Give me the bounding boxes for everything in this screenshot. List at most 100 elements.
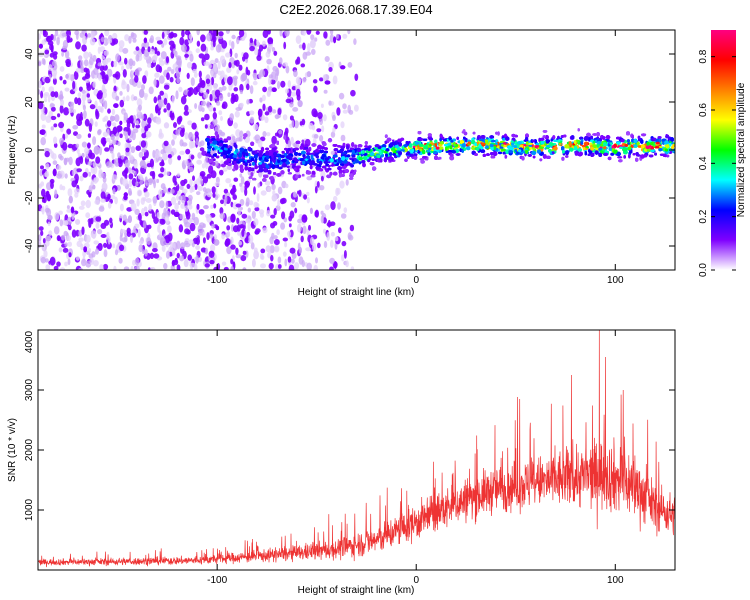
noise-speck — [135, 46, 140, 51]
noise-speck — [195, 245, 201, 250]
noise-speck — [68, 252, 72, 258]
noise-speck — [176, 240, 181, 250]
noise-speck — [270, 214, 276, 219]
noise-speck — [190, 77, 195, 86]
noise-speck — [128, 35, 132, 44]
noise-speck — [213, 107, 216, 112]
noise-speck — [279, 30, 283, 37]
noise-speck — [210, 76, 215, 86]
noise-speck — [113, 265, 117, 270]
noise-speck — [161, 42, 165, 48]
noise-speck — [149, 38, 153, 43]
noise-speck — [67, 225, 72, 231]
noise-speck — [269, 245, 275, 254]
noise-speck — [170, 196, 177, 205]
noise-speck — [313, 134, 319, 139]
noise-speck — [101, 182, 108, 191]
noise-speck — [114, 114, 120, 122]
noise-speck — [222, 167, 228, 172]
noise-speck — [191, 242, 195, 248]
noise-speck — [273, 245, 280, 253]
noise-speck — [159, 218, 166, 225]
noise-speck — [167, 225, 172, 233]
noise-speck — [295, 35, 302, 44]
noise-speck — [257, 139, 263, 148]
noise-speck — [265, 51, 271, 58]
noise-speck — [235, 137, 242, 142]
noise-speck — [184, 228, 190, 235]
noise-speck — [180, 242, 186, 250]
noise-speck — [81, 258, 87, 267]
noise-speck — [223, 266, 229, 270]
noise-speck — [49, 256, 56, 266]
noise-speck — [338, 227, 342, 234]
noise-speck — [117, 152, 121, 159]
noise-speck — [235, 129, 241, 138]
noise-speck — [239, 182, 243, 187]
noise-speck — [48, 73, 52, 80]
noise-speck — [253, 201, 259, 208]
noise-speck — [253, 250, 259, 260]
noise-speck — [179, 129, 185, 137]
noise-speck — [210, 244, 216, 252]
noise-speck — [67, 188, 73, 197]
noise-speck — [106, 241, 112, 250]
noise-speck — [196, 203, 200, 210]
noise-speck — [152, 149, 156, 159]
noise-speck — [209, 93, 213, 102]
noise-speck — [159, 200, 165, 209]
noise-speck — [156, 51, 161, 56]
noise-speck — [177, 172, 180, 177]
noise-speck — [112, 139, 117, 145]
noise-speck — [306, 71, 312, 78]
noise-speck — [56, 37, 60, 46]
noise-speck — [260, 263, 266, 269]
noise-speck — [239, 173, 243, 178]
noise-speck — [241, 72, 248, 81]
noise-speck — [173, 122, 177, 128]
signal-pixel — [339, 163, 345, 166]
noise-speck — [340, 213, 347, 219]
noise-speck — [284, 258, 288, 267]
noise-speck — [141, 208, 145, 217]
noise-speck — [45, 235, 52, 242]
noise-speck — [119, 244, 125, 252]
noise-speck — [212, 35, 217, 43]
noise-speck — [178, 115, 183, 123]
noise-speck — [159, 90, 164, 96]
noise-speck — [141, 84, 145, 91]
noise-speck — [44, 76, 51, 84]
noise-speck — [92, 184, 96, 190]
noise-speck — [281, 211, 286, 220]
noise-speck — [156, 178, 160, 184]
noise-speck — [213, 234, 217, 241]
noise-speck — [62, 79, 67, 85]
noise-speck — [217, 60, 221, 70]
noise-speck — [64, 261, 68, 267]
noise-speck — [118, 40, 125, 49]
noise-speck — [332, 127, 336, 133]
noise-speck — [328, 67, 333, 72]
noise-speck — [100, 198, 106, 203]
noise-speck — [189, 179, 193, 187]
noise-speck — [103, 242, 107, 248]
noise-speck — [185, 148, 191, 155]
noise-speck — [68, 195, 73, 204]
noise-speck — [320, 215, 325, 224]
noise-speck — [239, 164, 244, 170]
noise-speck — [130, 265, 134, 270]
noise-speck — [223, 74, 228, 84]
noise-speck — [283, 41, 287, 50]
noise-speck — [311, 108, 318, 117]
noise-speck — [163, 97, 168, 105]
noise-speck — [45, 163, 50, 170]
noise-speck — [126, 231, 132, 238]
noise-speck — [59, 90, 63, 100]
noise-speck — [152, 248, 158, 253]
noise-speck — [107, 193, 111, 200]
noise-speck — [238, 30, 245, 37]
noise-speck — [329, 266, 334, 270]
noise-speck — [249, 200, 254, 206]
noise-speck — [234, 110, 240, 118]
